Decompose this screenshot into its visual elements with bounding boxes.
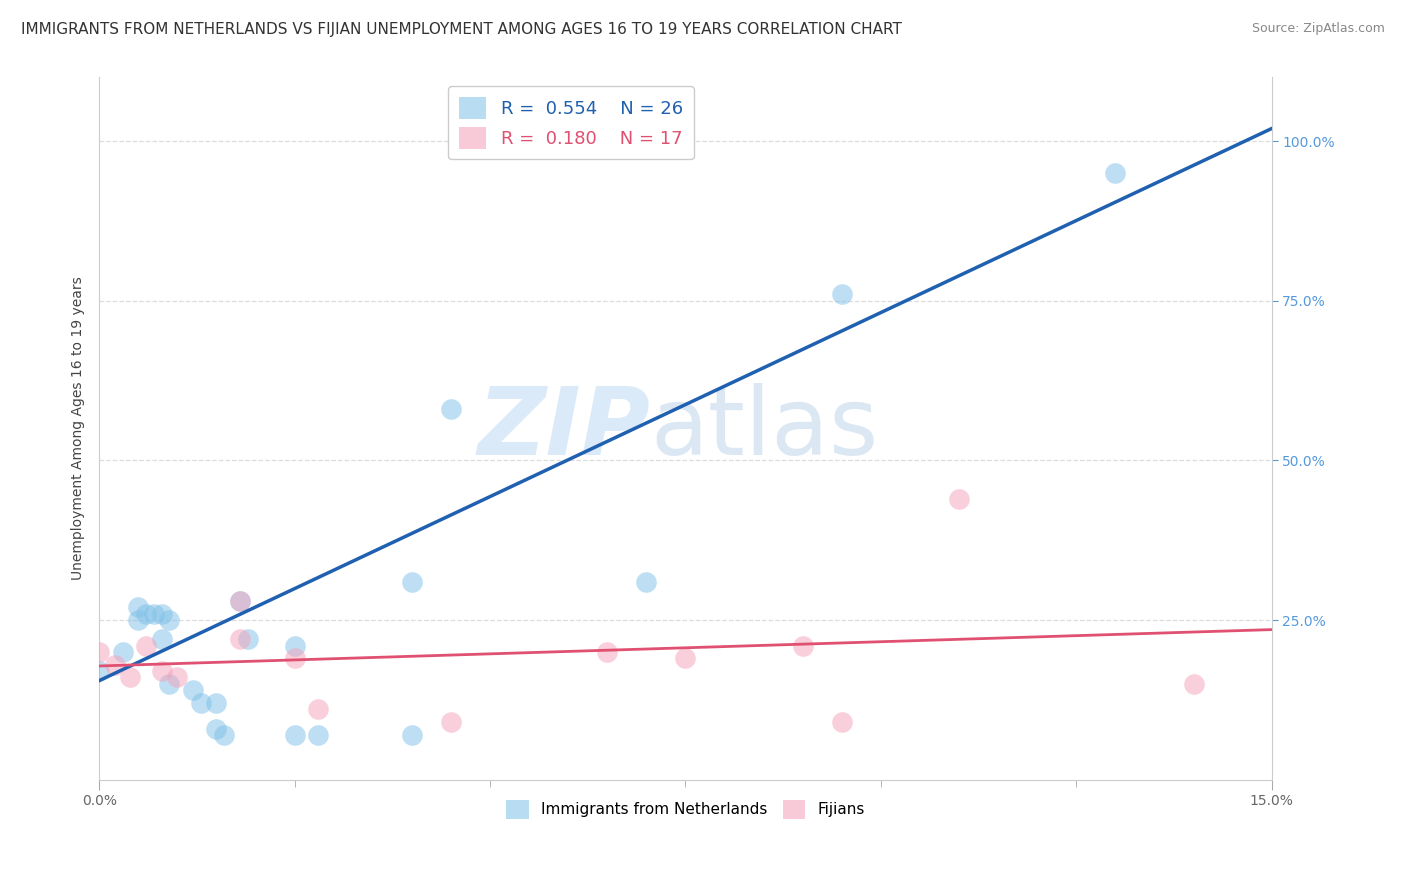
Point [150, 632, 173, 647]
Point [104, 657, 127, 672]
Point [401, 574, 423, 589]
Text: IMMIGRANTS FROM NETHERLANDS VS FIJIAN UNEMPLOYMENT AMONG AGES 16 TO 19 YEARS COR: IMMIGRANTS FROM NETHERLANDS VS FIJIAN UN… [21, 22, 903, 37]
Point [135, 639, 157, 653]
Point [307, 728, 329, 742]
Point [212, 728, 235, 742]
Point [636, 574, 658, 589]
Point [159, 613, 181, 627]
Point [229, 594, 252, 608]
Point [673, 651, 696, 665]
Point [190, 696, 212, 710]
Point [159, 677, 181, 691]
Y-axis label: Unemployment Among Ages 16 to 19 years: Unemployment Among Ages 16 to 19 years [72, 277, 86, 581]
Text: ZIP: ZIP [478, 383, 650, 475]
Point [831, 715, 853, 730]
Point [181, 683, 204, 698]
Point [401, 728, 423, 742]
Point [127, 613, 149, 627]
Point [229, 632, 252, 647]
Point [1182, 677, 1205, 691]
Point [792, 639, 814, 653]
Text: Source: ZipAtlas.com: Source: ZipAtlas.com [1251, 22, 1385, 36]
Point [89, 664, 111, 678]
Point [948, 491, 970, 506]
Point [150, 664, 173, 678]
Point [205, 722, 228, 736]
Point [596, 645, 619, 659]
Legend: Immigrants from Netherlands, Fijians: Immigrants from Netherlands, Fijians [499, 794, 872, 824]
Point [307, 702, 329, 716]
Point [205, 696, 228, 710]
Point [236, 632, 259, 647]
Point [229, 594, 252, 608]
Point [135, 607, 157, 621]
Point [142, 607, 165, 621]
Point [284, 639, 307, 653]
Point [440, 402, 463, 417]
Point [150, 607, 173, 621]
Point [284, 651, 307, 665]
Point [120, 670, 142, 684]
Point [284, 728, 307, 742]
Point [127, 600, 149, 615]
Point [89, 645, 111, 659]
Point [1104, 166, 1126, 180]
Point [831, 287, 853, 301]
Point [166, 670, 188, 684]
Text: atlas: atlas [650, 383, 879, 475]
Point [440, 715, 463, 730]
Point [111, 645, 134, 659]
